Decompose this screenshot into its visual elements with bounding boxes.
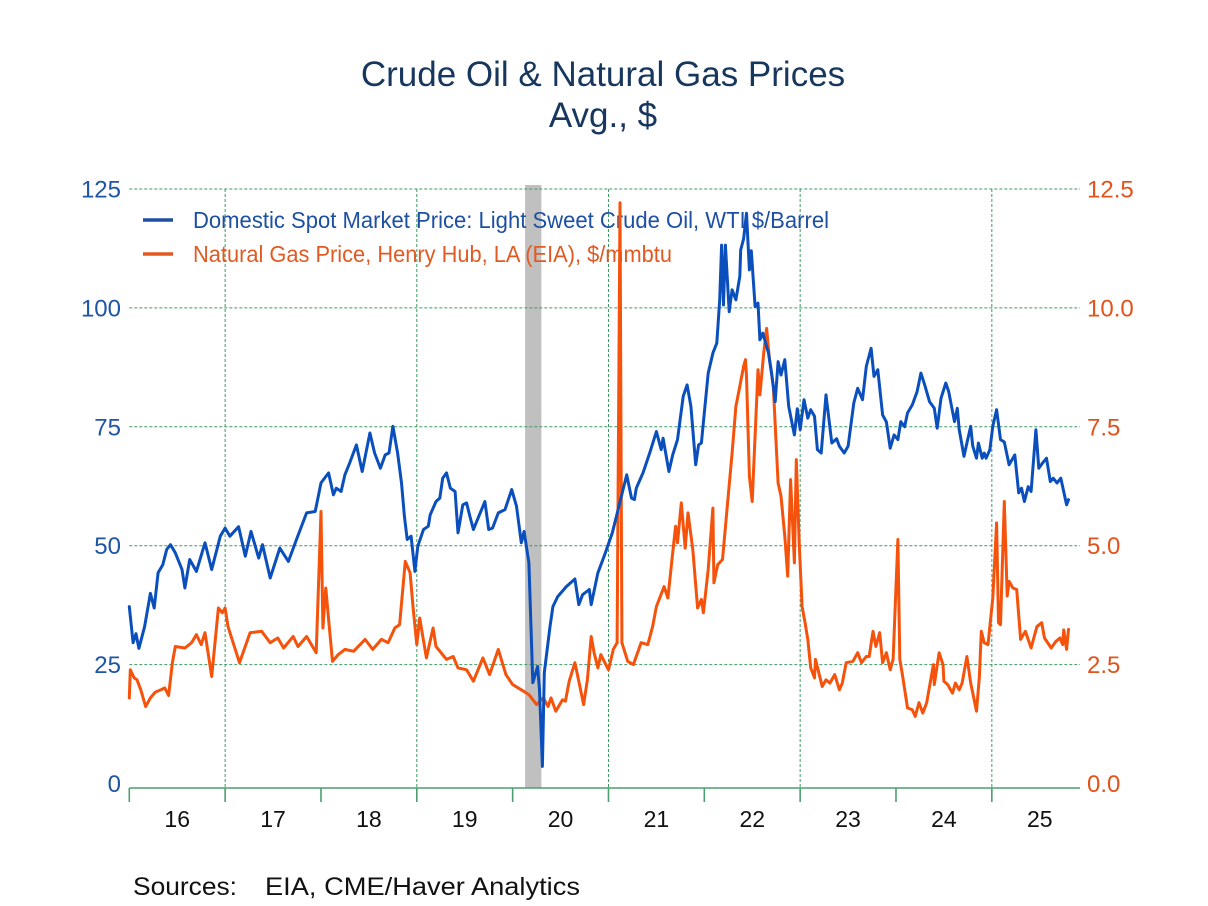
left-y-axis-labels: 0 25 50 75 100 125 xyxy=(81,177,121,799)
right-y-tick-label: 12.5 xyxy=(1087,177,1134,204)
x-axis-labels: 16 17 18 19 20 21 22 23 24 25 xyxy=(164,806,1052,832)
chart-title: Crude Oil & Natural Gas Prices xyxy=(361,55,845,94)
right-y-tick-label: 7.5 xyxy=(1087,414,1120,441)
x-tick-label: 18 xyxy=(356,806,382,832)
chart-subtitle: Avg., $ xyxy=(549,96,657,135)
x-tick-label: 22 xyxy=(739,806,765,832)
sources-label: Sources: xyxy=(133,873,237,901)
right-y-tick-label: 10.0 xyxy=(1087,295,1134,322)
legend-item-crude-oil: Domestic Spot Market Price: Light Sweet … xyxy=(143,207,829,233)
series-layer xyxy=(127,201,1070,768)
x-tick-label: 23 xyxy=(835,806,861,832)
right-y-tick-label: 2.5 xyxy=(1087,652,1120,679)
legend: Domestic Spot Market Price: Light Sweet … xyxy=(143,207,829,267)
right-y-axis-labels: 0.0 2.5 5.0 7.5 10.0 12.5 xyxy=(1087,177,1134,799)
gridlines xyxy=(129,188,1080,788)
right-y-tick-label: 5.0 xyxy=(1087,533,1120,560)
x-tick-label: 25 xyxy=(1027,806,1053,832)
x-tick-label: 19 xyxy=(452,806,478,832)
sources-note: Sources: EIA, CME/Haver Analytics xyxy=(133,873,580,901)
right-y-tick-label: 0.0 xyxy=(1087,771,1120,798)
recession-band xyxy=(525,185,542,788)
legend-label-crude-oil: Domestic Spot Market Price: Light Sweet … xyxy=(193,207,829,233)
x-tick-label: 20 xyxy=(548,806,574,832)
left-y-tick-label: 50 xyxy=(94,533,121,560)
left-y-tick-label: 125 xyxy=(81,177,121,204)
x-axis xyxy=(128,787,1080,802)
legend-label-natural-gas: Natural Gas Price, Henry Hub, LA (EIA), … xyxy=(193,241,672,267)
left-y-tick-label: 100 xyxy=(81,295,121,322)
left-y-tick-label: 25 xyxy=(94,652,121,679)
legend-item-natural-gas: Natural Gas Price, Henry Hub, LA (EIA), … xyxy=(143,241,672,267)
series-line-natural-gas-henry-hub xyxy=(127,201,1070,718)
x-tick-label: 16 xyxy=(164,806,190,832)
x-tick-label: 17 xyxy=(260,806,286,832)
left-y-tick-label: 0 xyxy=(108,771,121,798)
sources-text: EIA, CME/Haver Analytics xyxy=(265,873,580,901)
left-y-tick-label: 75 xyxy=(94,414,121,441)
x-tick-label: 21 xyxy=(644,806,670,832)
recession-shading-layer xyxy=(525,185,542,788)
series-line-crude-oil-wti xyxy=(127,211,1070,768)
x-tick-label: 24 xyxy=(931,806,957,832)
